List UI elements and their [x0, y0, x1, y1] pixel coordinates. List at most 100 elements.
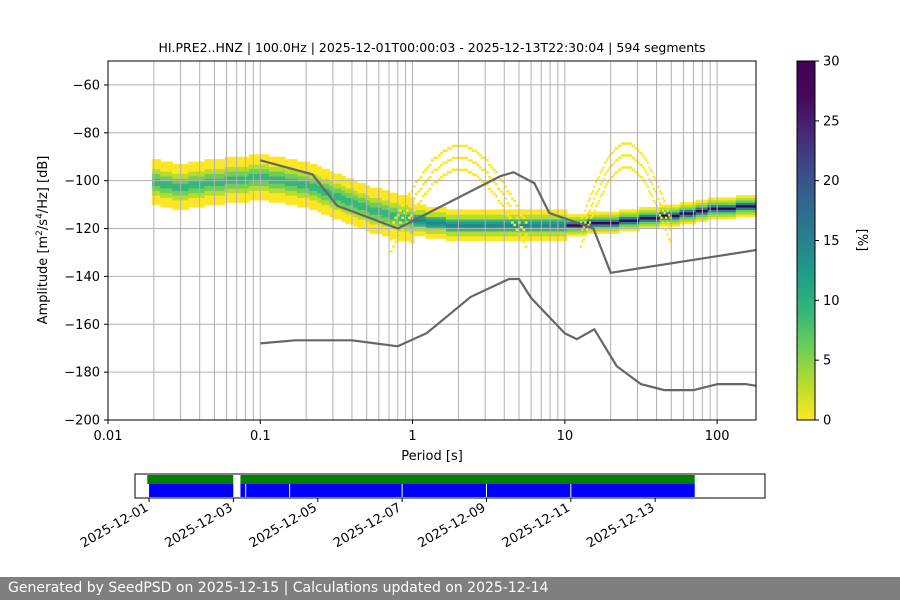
heatmap-cell [661, 197, 665, 200]
heatmap-cell [164, 175, 169, 179]
heatmap-cell [252, 190, 258, 194]
heatmap-cell [470, 238, 475, 242]
heatmap-cell [514, 230, 520, 234]
timeline-tick-label: 2025-12-11 [500, 500, 573, 551]
heatmap-cell [719, 199, 725, 203]
heatmap-cell [647, 218, 652, 222]
heatmap-cell [325, 178, 330, 182]
heatmap-cell [558, 233, 564, 237]
heatmap-cell [466, 235, 471, 239]
heatmap-cell [385, 209, 391, 213]
heatmap-cell [313, 197, 318, 201]
heatmap-cell [264, 190, 270, 194]
heatmap-cell [579, 233, 582, 236]
heatmap-cell [361, 190, 367, 194]
heatmap-cell [467, 171, 471, 174]
heatmap-cell [377, 204, 383, 208]
heatmap-cell [659, 211, 665, 215]
heatmap-cell [550, 209, 556, 213]
heatmap-cell [747, 197, 753, 201]
heatmap-cell [264, 156, 270, 160]
heatmap-cell [522, 211, 528, 215]
heatmap-cell [498, 228, 503, 232]
heatmap-cell [450, 233, 455, 237]
heatmap-cell [488, 163, 491, 167]
heatmap-cell [478, 166, 482, 169]
heatmap-cell [485, 171, 489, 174]
heatmap-cell [454, 226, 459, 230]
heatmap-cell [466, 218, 471, 222]
heatmap-cell [176, 183, 181, 187]
heatmap-cell [156, 202, 161, 206]
heatmap-cell [317, 190, 322, 194]
heatmap-cell [683, 204, 689, 208]
heatmap-cell [236, 190, 242, 194]
heatmap-cell [152, 183, 157, 187]
heatmap-cell [586, 230, 592, 234]
heatmap-cell [305, 180, 310, 184]
heatmap-cell [232, 173, 238, 177]
heatmap-cell [317, 209, 322, 213]
heatmap-cell [421, 218, 427, 222]
heatmap-cell [341, 202, 346, 206]
heatmap-cell [397, 206, 403, 210]
heatmap-cell [433, 180, 437, 184]
heatmap-cell [735, 199, 741, 203]
heatmap-cell [412, 197, 416, 200]
heatmap-cell [588, 209, 592, 212]
heatmap-cell [385, 206, 391, 210]
heatmap-cell [236, 183, 242, 187]
heatmap-cell [558, 230, 564, 234]
heatmap-cell [385, 230, 391, 234]
heatmap-cell [369, 226, 375, 230]
heatmap-cell [168, 199, 173, 203]
heatmap-cell [534, 214, 540, 218]
heatmap-cell [608, 154, 611, 157]
heatmap-cell [333, 216, 338, 220]
heatmap-cell [309, 185, 314, 189]
heatmap-cell [394, 216, 398, 219]
heatmap-cell [232, 163, 238, 167]
heatmap-cell [504, 197, 507, 200]
heatmap-cell [451, 168, 455, 172]
heatmap-cell [437, 154, 441, 157]
heatmap-cell [679, 218, 685, 222]
heatmap-cell [462, 221, 467, 225]
heatmap-cell [325, 204, 330, 208]
heatmap-cell [248, 168, 254, 172]
heatmap-cell [373, 197, 379, 201]
heatmap-cell [172, 192, 177, 196]
heatmap-cell [613, 161, 616, 164]
heatmap-cell [309, 204, 314, 208]
heatmap-cell [341, 175, 346, 179]
heatmap-cell [417, 202, 421, 205]
heatmap-cell [204, 197, 210, 201]
heatmap-cell [393, 223, 399, 227]
heatmap-cell [361, 183, 367, 187]
heatmap-cell [566, 223, 572, 227]
heatmap-cell [743, 214, 749, 218]
heatmap-cell [337, 209, 342, 213]
heatmap-cell [675, 223, 681, 227]
heatmap-cell [184, 192, 189, 196]
heatmap-cell [176, 175, 181, 179]
heatmap-cell [667, 211, 673, 215]
heatmap-cell [490, 235, 495, 239]
heatmap-cell [498, 226, 503, 230]
heatmap-cell [666, 209, 669, 212]
heatmap-cell [305, 195, 310, 199]
heatmap-cell [639, 223, 644, 227]
heatmap-cell [216, 199, 222, 203]
heatmap-cell [345, 214, 351, 218]
heatmap-cell [715, 199, 721, 203]
heatmap-cell [613, 173, 616, 176]
heatmap-cell [634, 171, 637, 174]
heatmap-cell [655, 214, 660, 218]
heatmap-cell [458, 233, 463, 237]
heatmap-cell [168, 190, 173, 194]
heatmap-cell [297, 202, 302, 206]
heatmap-cell [329, 192, 334, 196]
heatmap-cell [313, 190, 318, 194]
heatmap-cell [393, 202, 399, 206]
heatmap-cell [341, 178, 346, 182]
